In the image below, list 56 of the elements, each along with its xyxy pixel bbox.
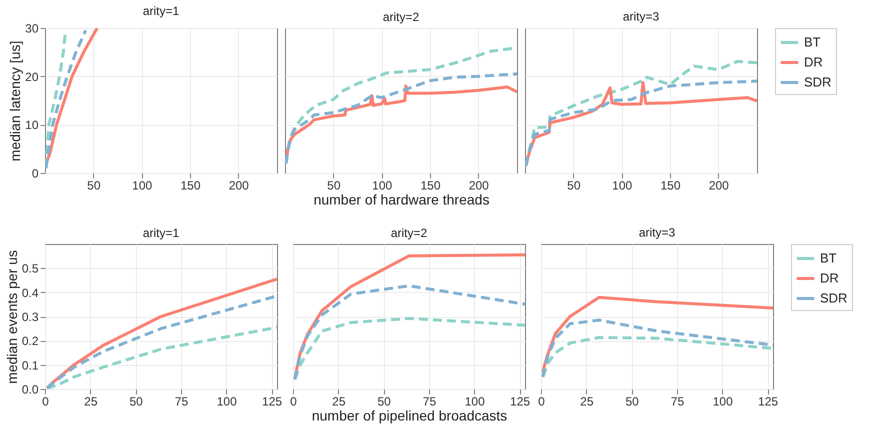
x-tick-label: 25: [580, 394, 594, 408]
x-tick-label: 100: [372, 178, 392, 192]
legend-label: BT: [804, 34, 821, 50]
x-tick-label: 200: [468, 178, 490, 192]
x-tick-label: 50: [129, 394, 144, 408]
x-tick-label: 75: [422, 394, 436, 408]
x-tick-label: 100: [464, 394, 486, 408]
x-tick-label: 0: [290, 394, 298, 408]
x-tick-label: 200: [228, 178, 250, 192]
legend-label: SDR: [804, 74, 832, 90]
chart-title: arity=3: [622, 10, 660, 24]
legend-label: DR: [804, 54, 823, 70]
x-axis-title: number of pipelined broadcasts: [312, 408, 508, 424]
x-axis-title: number of hardware threads: [314, 192, 490, 208]
x-tick-label: 100: [132, 178, 152, 192]
x-tick-label: 25: [332, 394, 346, 408]
legend-label: BT: [820, 250, 837, 266]
y-tick-label: 10: [25, 118, 39, 132]
x-tick-label: 75: [670, 394, 684, 408]
legend-label: SDR: [820, 290, 848, 306]
x-tick-label: 50: [625, 394, 640, 408]
x-tick-label: 25: [84, 394, 98, 408]
y-tick-label: 0.2: [22, 334, 39, 348]
chart-title: arity=3: [638, 226, 676, 240]
x-tick-label: 0: [538, 394, 546, 408]
x-tick-label: 0: [42, 394, 50, 408]
y-tick-label: 0: [32, 166, 39, 180]
chart-title: arity=2: [382, 10, 420, 24]
x-tick-label: 125: [262, 394, 282, 408]
x-tick-label: 200: [708, 178, 730, 192]
chart-title: arity=1: [142, 226, 180, 240]
x-tick-label: 150: [420, 178, 441, 192]
y-tick-label: 0.5: [22, 262, 39, 276]
y-axis-title: median events per us: [4, 250, 20, 384]
y-tick-label: 0.3: [22, 310, 39, 324]
x-tick-label: 100: [612, 178, 632, 192]
y-axis-title: median latency [us]: [7, 40, 24, 162]
y-tick-label: 20: [25, 70, 39, 84]
x-tick-label: 100: [712, 394, 734, 408]
chart-title: arity=1: [142, 4, 180, 18]
x-tick-label: 50: [87, 178, 101, 192]
legend-label: DR: [820, 270, 839, 286]
y-tick-label: 0.4: [22, 286, 39, 300]
chart-title: arity=2: [390, 226, 428, 240]
x-tick-label: 150: [660, 178, 681, 192]
x-tick-label: 100: [216, 394, 238, 408]
y-tick-label: 30: [25, 22, 39, 36]
x-tick-label: 50: [377, 394, 392, 408]
x-tick-label: 125: [510, 394, 530, 408]
x-tick-label: 50: [327, 178, 341, 192]
y-tick-label: 0.0: [22, 382, 39, 396]
x-tick-label: 50: [567, 178, 581, 192]
x-tick-label: 75: [174, 394, 188, 408]
x-tick-label: 150: [180, 178, 201, 192]
y-tick-label: 0.1: [22, 358, 39, 372]
x-tick-label: 125: [758, 394, 778, 408]
